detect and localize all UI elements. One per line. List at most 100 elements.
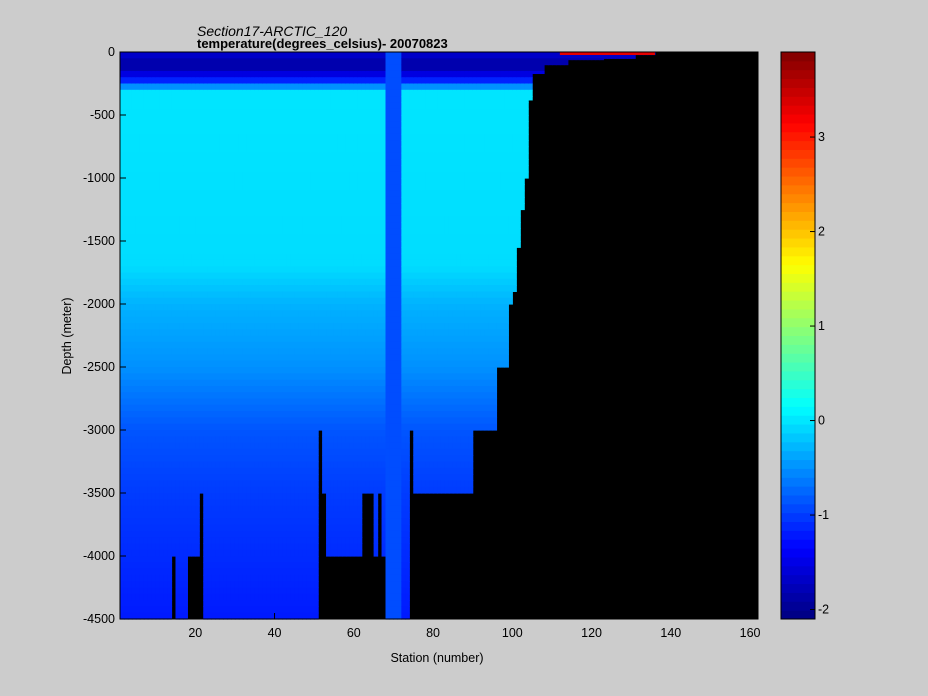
heatmap-cell (266, 115, 272, 122)
heatmap-cell (286, 70, 291, 78)
heatmap-cell (306, 423, 311, 431)
heatmap-cell (147, 417, 153, 425)
heatmap-cell (230, 442, 236, 450)
heatmap-cell (120, 417, 125, 425)
heatmap-cell (171, 228, 177, 236)
heatmap-cell (127, 493, 133, 500)
heatmap-cell (143, 178, 149, 185)
heatmap-cell (120, 102, 125, 110)
heatmap-cell (290, 285, 295, 292)
heatmap-cell (262, 52, 268, 59)
heatmap-cell (219, 228, 224, 236)
heatmap-cell (250, 140, 256, 148)
heatmap-cell (302, 146, 307, 154)
heatmap-cell (215, 266, 220, 274)
heatmap-cell (302, 83, 307, 91)
heatmap-cell (207, 524, 212, 532)
heatmap-cell (258, 549, 264, 557)
heatmap-cell (306, 612, 311, 620)
heatmap-cell (123, 581, 129, 589)
heatmap-cell (135, 581, 141, 589)
heatmap-cell (238, 524, 244, 532)
heatmap-cell (306, 499, 311, 507)
heatmap-cell (215, 348, 220, 355)
heatmap-cell (234, 486, 240, 494)
heatmap-cell (322, 455, 327, 463)
heatmap-cell (139, 234, 145, 242)
heatmap-cell (167, 524, 173, 532)
heatmap-cell (187, 505, 192, 513)
heatmap-cell (167, 291, 173, 299)
heatmap-cell (171, 266, 177, 274)
heatmap-cell (211, 316, 216, 324)
heatmap-cell (290, 89, 295, 97)
heatmap-cell (337, 291, 343, 299)
heatmap-cell (203, 436, 208, 444)
heatmap-cell (230, 373, 236, 381)
heatmap-cell (215, 430, 220, 437)
heatmap-cell (211, 568, 216, 576)
heatmap-cell (131, 530, 137, 538)
heatmap-cell (254, 385, 260, 393)
heatmap-cell (183, 562, 188, 570)
heatmap-cell (246, 442, 252, 450)
heatmap-cell (123, 108, 129, 116)
heatmap-cell (302, 493, 307, 500)
heatmap-cell (310, 215, 315, 223)
heatmap-cell (171, 373, 177, 381)
heatmap-cell (191, 102, 196, 110)
heatmap-cell (333, 165, 339, 173)
heatmap-cell (207, 222, 212, 229)
heatmap-cell (286, 64, 291, 72)
heatmap-cell (254, 511, 260, 519)
heatmap-cell (250, 574, 256, 582)
heatmap-cell (219, 165, 224, 173)
heatmap-cell (207, 259, 212, 267)
heatmap-cell (215, 108, 220, 116)
heatmap-cell (238, 266, 244, 274)
heatmap-cell (254, 442, 260, 450)
heatmap-cell (151, 530, 157, 538)
heatmap-cell (163, 404, 169, 412)
heatmap-cell (254, 285, 260, 292)
heatmap-cell (147, 266, 153, 274)
heatmap-cell (175, 600, 181, 607)
heatmap-cell (171, 417, 177, 425)
heatmap-cell (163, 310, 169, 318)
heatmap-cell (238, 215, 244, 223)
heatmap-cell (282, 83, 288, 91)
heatmap-cell (139, 58, 145, 66)
heatmap-cell (199, 108, 204, 116)
heatmap-cell (341, 430, 347, 437)
heatmap-cell (258, 215, 264, 223)
heatmap-cell (203, 442, 208, 450)
heatmap-cell (143, 600, 149, 607)
heatmap-cell (215, 184, 220, 192)
heatmap-cell (310, 348, 315, 355)
heatmap-cell (171, 461, 177, 469)
heatmap-cell (175, 537, 181, 544)
heatmap-cell (179, 335, 184, 343)
heatmap-cell (187, 52, 192, 59)
heatmap-cell (179, 247, 184, 255)
heatmap-cell (238, 272, 244, 280)
heatmap-cell (270, 140, 276, 148)
heatmap-cell (282, 228, 288, 236)
heatmap-cell (191, 272, 196, 280)
heatmap-cell (187, 222, 192, 229)
heatmap-cell (223, 184, 228, 192)
heatmap-cell (179, 291, 184, 299)
heatmap-cell (341, 228, 347, 236)
heatmap-cell (215, 89, 220, 97)
heatmap-cell (250, 159, 256, 166)
heatmap-cell (223, 530, 228, 538)
heatmap-cell (266, 89, 272, 97)
heatmap-cell (199, 115, 204, 122)
heatmap-cell (147, 222, 153, 229)
heatmap-cell (250, 77, 256, 85)
heatmap-cell (139, 266, 145, 274)
heatmap-cell (230, 518, 236, 526)
heatmap-cell (120, 297, 125, 305)
heatmap-cell (286, 467, 291, 475)
heatmap-cell (254, 291, 260, 299)
